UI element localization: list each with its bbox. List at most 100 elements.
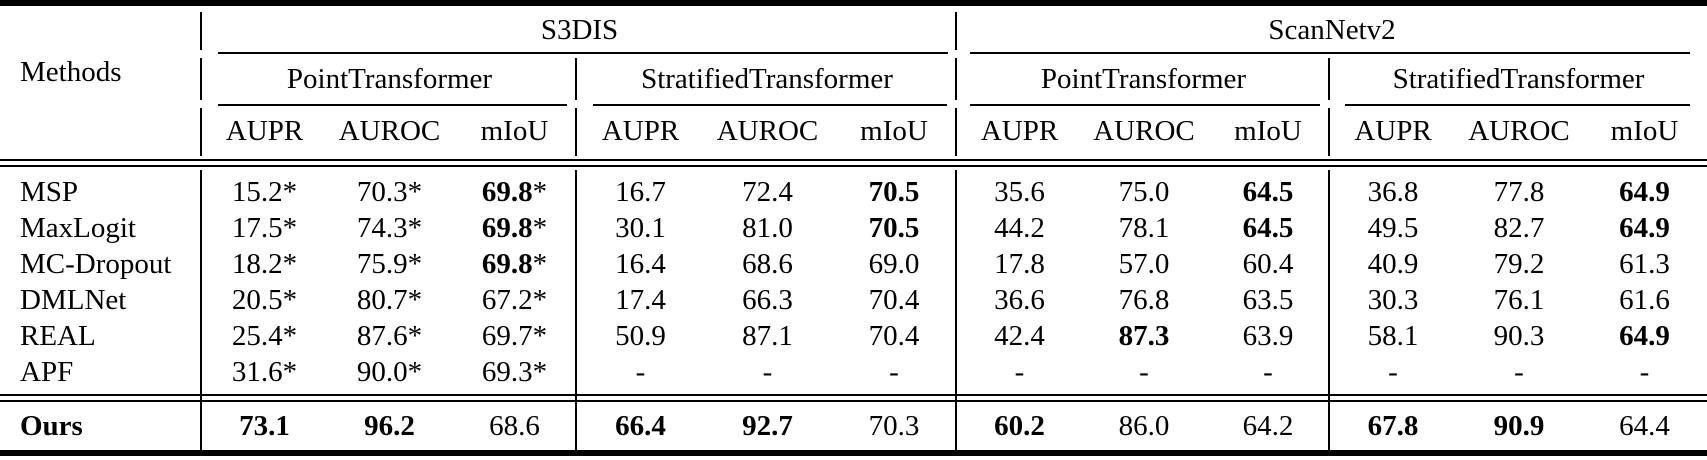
method-name: Ours	[20, 409, 83, 442]
metric-value: 64.4	[1582, 402, 1707, 450]
metric-number: -	[762, 355, 773, 388]
metric-number: 30.1	[615, 211, 666, 244]
metric-value: 87.6 *	[327, 318, 452, 354]
table-row: Ours 73.1 96.2 68.6 66.4 92.7 70.3 60.2 86.0 64.2…	[0, 402, 1707, 450]
metric-number: -	[1139, 355, 1149, 388]
metric-number: 75.9	[356, 247, 408, 280]
metric-number: 68.6	[742, 247, 793, 280]
table-row: APF 31.6 * 90.0 * 69.3 * - - - - - - - - -	[0, 354, 1707, 390]
method-name: MaxLogit	[20, 211, 136, 244]
method-name: REAL	[20, 319, 96, 352]
metric-header: mIoU	[860, 115, 928, 147]
metric-number: 70.3	[868, 409, 920, 442]
metric-number: 70.5	[868, 175, 920, 208]
metric-value: -	[1330, 354, 1456, 390]
metric-value: 18.2 *	[202, 246, 327, 282]
column-divider	[955, 108, 957, 156]
metric-number: 69.0	[868, 247, 920, 280]
metric-number: 77.8	[1493, 175, 1545, 208]
metric-value: 78.1	[1082, 210, 1206, 246]
metric-number: 70.4	[868, 283, 920, 316]
column-divider	[1328, 58, 1330, 100]
metric-number: 87.6	[356, 319, 408, 352]
header-rule	[218, 104, 567, 106]
metric-number: 68.6	[489, 409, 540, 442]
metric-number: 79.2	[1493, 247, 1545, 280]
metric-value: 17.5 *	[202, 210, 327, 246]
metric-number: 42.4	[994, 319, 1045, 352]
metric-number: -	[1388, 355, 1398, 388]
metric-value: -	[831, 354, 957, 390]
model-header: StratifiedTransformer	[1392, 62, 1645, 95]
metric-number: 75.0	[1118, 175, 1170, 208]
metric-number: 66.4	[615, 409, 666, 442]
column-divider	[200, 170, 202, 450]
metric-number: 70.4	[868, 319, 920, 352]
metric-number: 17.5	[231, 211, 283, 244]
metric-number: 69.3	[481, 355, 533, 388]
metric-value: 70.4	[831, 282, 957, 318]
asterisk-marker: *	[407, 247, 423, 280]
metric-value: 80.7 *	[327, 282, 452, 318]
model-header: PointTransformer	[1040, 62, 1247, 95]
metric-number: 60.4	[1242, 247, 1294, 280]
metric-value: 76.1	[1456, 282, 1582, 318]
metric-value: 64.9	[1582, 210, 1707, 246]
metric-number: 90.9	[1493, 409, 1545, 442]
metric-value: 15.2 *	[202, 174, 327, 210]
metric-number: 16.4	[615, 247, 666, 280]
asterisk-marker: *	[407, 319, 423, 352]
metric-value: 58.1	[1330, 318, 1456, 354]
metric-number: 49.5	[1367, 211, 1419, 244]
method-name: MSP	[20, 175, 79, 208]
asterisk-marker: *	[532, 355, 548, 388]
metric-number: -	[635, 355, 646, 388]
metric-number: 61.3	[1619, 247, 1670, 280]
metric-value: 63.9	[1206, 318, 1330, 354]
asterisk-marker: *	[532, 211, 548, 244]
metric-number: 60.2	[994, 409, 1045, 442]
column-divider	[955, 12, 957, 50]
metric-value: 75.9 *	[327, 246, 452, 282]
metric-number: 35.6	[994, 175, 1045, 208]
metric-value: 44.2	[957, 210, 1082, 246]
metric-number: 20.5	[231, 283, 283, 316]
metric-number: 69.8	[481, 175, 533, 208]
metric-number: 64.2	[1242, 409, 1294, 442]
model-header: PointTransformer	[286, 62, 493, 95]
metric-number: 64.9	[1619, 319, 1670, 352]
metric-value: 70.3 *	[327, 174, 452, 210]
metric-value: -	[577, 354, 704, 390]
metric-value: 92.7	[704, 402, 831, 450]
metric-value: 90.9	[1456, 402, 1582, 450]
metric-number: 58.1	[1367, 319, 1419, 352]
column-divider	[575, 58, 577, 100]
column-divider	[955, 170, 957, 450]
metric-value: 30.3	[1330, 282, 1456, 318]
metric-number: 70.3	[356, 175, 408, 208]
metric-number: 64.9	[1619, 175, 1670, 208]
metric-number: 17.8	[994, 247, 1045, 280]
metric-value: 75.0	[1082, 174, 1206, 210]
metric-value: 68.6	[704, 246, 831, 282]
metric-number: 18.2	[231, 247, 283, 280]
metric-header: AUPR	[225, 115, 304, 147]
metric-header: AUROC	[716, 115, 819, 147]
metric-value: 17.8	[957, 246, 1082, 282]
metric-number: 69.8	[481, 211, 533, 244]
metric-value: 76.8	[1082, 282, 1206, 318]
metric-header: AUPR	[601, 115, 680, 147]
metric-value: -	[1206, 354, 1330, 390]
metric-value: 61.6	[1582, 282, 1707, 318]
metric-value: 67.8	[1330, 402, 1456, 450]
asterisk-marker: *	[532, 319, 548, 352]
metric-value: 42.4	[957, 318, 1082, 354]
metric-value: -	[957, 354, 1082, 390]
asterisk-marker: *	[532, 175, 548, 208]
metric-header: mIoU	[1610, 115, 1679, 147]
metric-header: mIoU	[1234, 115, 1302, 147]
metric-value: 60.2	[957, 402, 1082, 450]
header-rule	[593, 104, 947, 106]
metric-number: 76.1	[1493, 283, 1545, 316]
methods-header-spacer	[0, 6, 202, 54]
